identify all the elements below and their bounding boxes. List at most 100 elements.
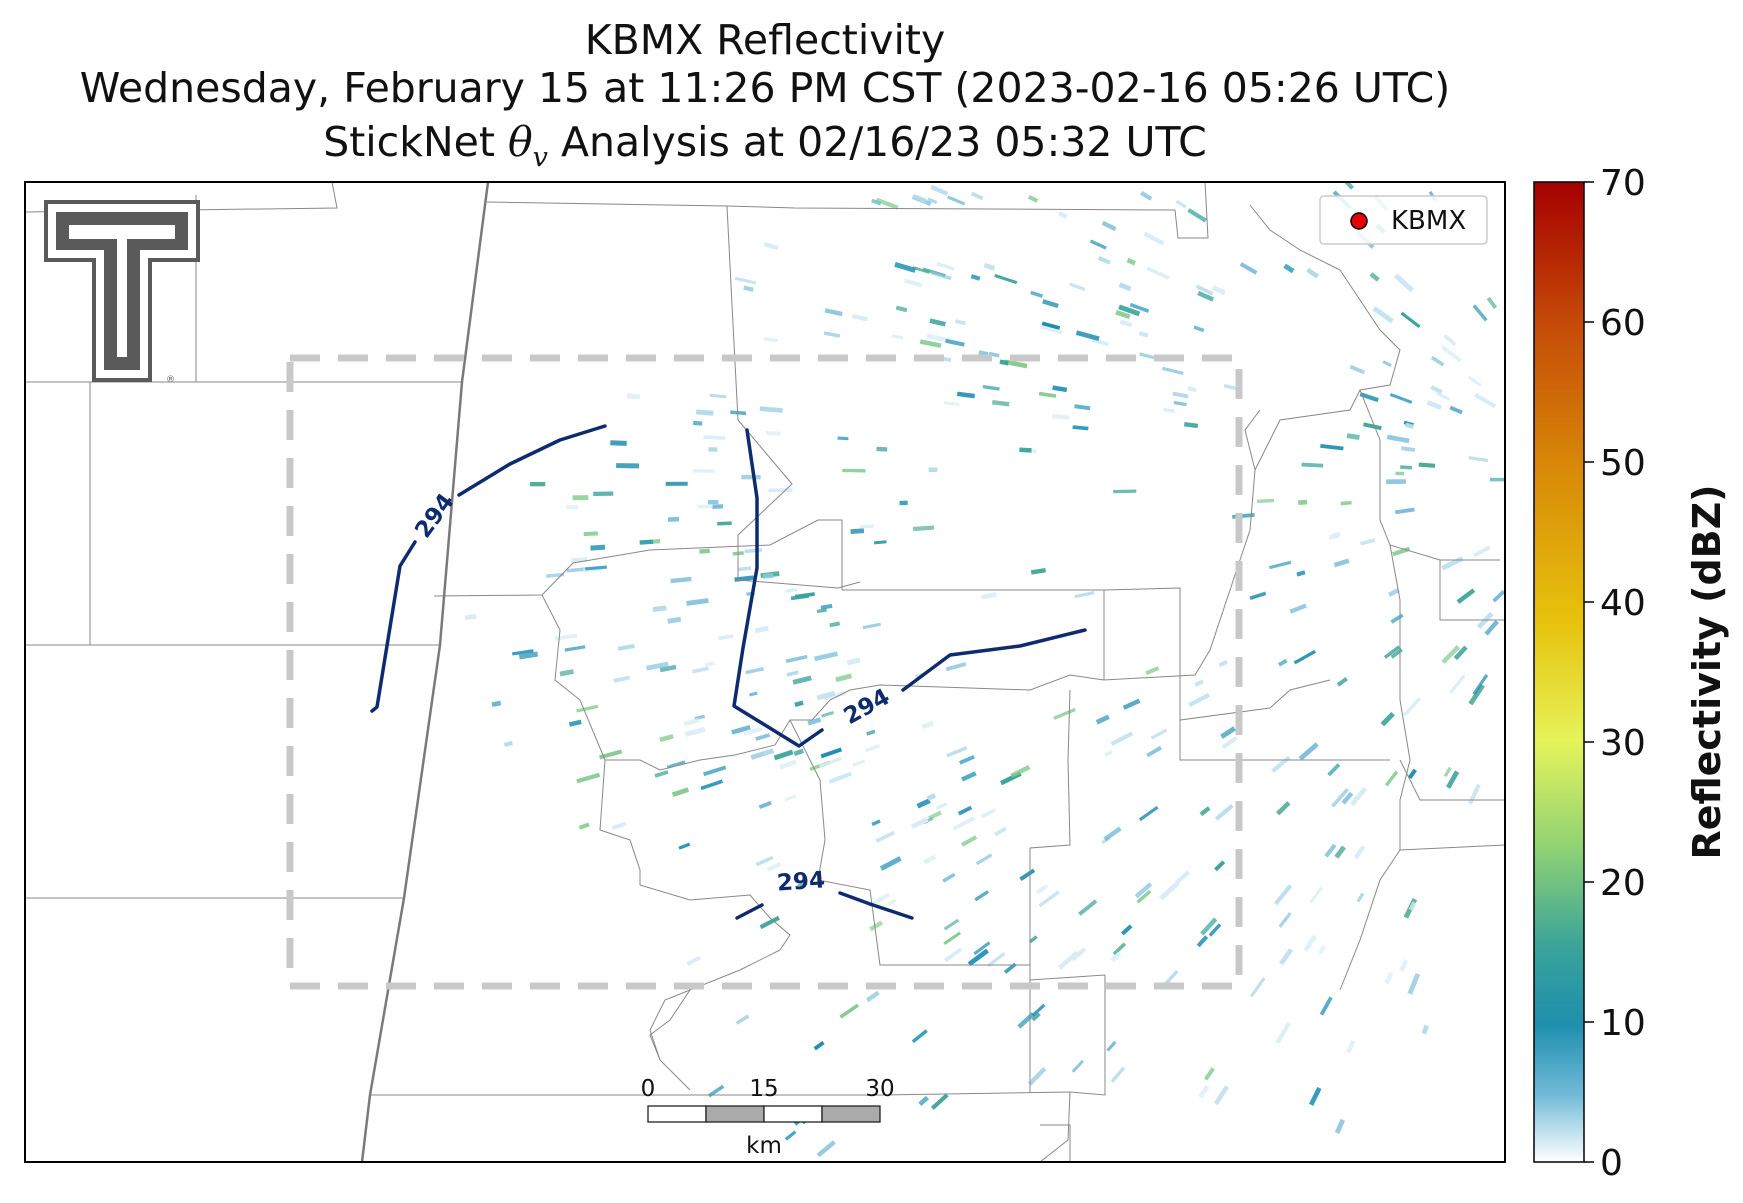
registered-mark: ® (166, 375, 175, 385)
radar-echo (1004, 359, 1028, 369)
radar-echo (1278, 912, 1292, 928)
radar-echo (807, 717, 822, 726)
radar-echo (1139, 352, 1157, 360)
radar-echo (530, 481, 546, 487)
contour-label-3: 294 (776, 867, 826, 896)
theta-v-contours (370, 424, 1087, 920)
radar-echo (1041, 321, 1061, 330)
radar-echo (1390, 613, 1404, 624)
radar-echo (745, 666, 765, 675)
radar-echo (1306, 267, 1319, 279)
radar-echo (511, 649, 534, 656)
radar-echo (1446, 770, 1460, 789)
radar-echo (1199, 806, 1211, 817)
radar-echo (1334, 845, 1346, 859)
radar-echo (576, 772, 601, 784)
radar-echo (762, 748, 773, 756)
radar-echo (1468, 456, 1489, 463)
radar-echo (1468, 783, 1481, 805)
radar-echo (695, 409, 714, 416)
colorbar-tick-label-10: 10 (1600, 1003, 1646, 1044)
radar-echo (1382, 360, 1392, 368)
radar-echo (988, 351, 1000, 358)
colorbar-gradient (1533, 181, 1585, 1163)
radar-echo (1010, 765, 1031, 778)
radar-echo (717, 521, 732, 526)
radar-echo (1119, 319, 1133, 328)
radar-echo (1203, 1067, 1215, 1081)
radar-echo (1052, 413, 1070, 421)
radar-echo (1333, 558, 1350, 568)
radar-echo (1369, 272, 1380, 282)
radar-echo (1276, 801, 1291, 816)
radar-echo (559, 669, 574, 677)
colorbar-ticks: 0 10 20 30 40 50 60 70 (1584, 163, 1646, 1184)
state-boundary (360, 182, 490, 1162)
radar-echo (617, 643, 635, 651)
radar-echo (1126, 257, 1137, 266)
radar-echo (667, 516, 680, 522)
radar-echo (865, 990, 880, 1003)
radar-echo (1196, 935, 1209, 948)
radar-echo (763, 242, 779, 251)
radar-echo (1074, 404, 1091, 411)
radar-echo (518, 651, 539, 660)
radar-echo (785, 654, 808, 663)
colorbar-label: Reflectivity (dBZ) (1685, 484, 1729, 859)
radar-echo (1293, 649, 1317, 665)
radar-echo (1120, 924, 1133, 936)
radar-echo (991, 400, 1010, 407)
radar-echo (707, 1084, 725, 1098)
radar-echo (1383, 645, 1401, 659)
radar-echo (819, 756, 842, 768)
radar-echo (1031, 1012, 1041, 1022)
radar-echo (871, 819, 881, 827)
radar-echo (611, 821, 627, 831)
radar-echo (842, 468, 866, 473)
radar-echo (1031, 1003, 1046, 1017)
radar-echo (820, 603, 833, 610)
radar-echo (943, 401, 960, 406)
radar-echoes (464, 182, 1505, 1158)
radar-echo (828, 771, 852, 784)
radar-echo (973, 941, 991, 956)
analysis-domain-box (286, 354, 1243, 990)
radar-echo (731, 724, 751, 735)
radar-echo (1193, 325, 1205, 333)
radar-echo (697, 504, 714, 509)
radar-echo (930, 1093, 949, 1110)
radar-echo (704, 661, 715, 667)
radar-echo (1071, 1059, 1085, 1073)
radar-echo (866, 729, 876, 736)
radar-echo (692, 469, 715, 473)
radar-echo (763, 336, 779, 343)
radar-echo (1359, 392, 1379, 403)
radar-echo (743, 726, 763, 737)
radar-echo (821, 710, 835, 718)
radar-echo (942, 872, 956, 883)
radar-echo (967, 948, 989, 967)
colorbar-tick-label-20: 20 (1600, 863, 1646, 904)
radar-echo (700, 779, 724, 791)
radar-echo (1194, 679, 1204, 687)
radar-echo (1363, 422, 1382, 431)
title-line-3-prefix: StickNet (323, 118, 508, 166)
radar-echo (983, 262, 996, 271)
radar-echo (1359, 538, 1376, 546)
theta-subscript: v (532, 142, 548, 173)
radar-echo (1386, 479, 1406, 485)
radar-echo (613, 675, 631, 683)
radar-echo (1430, 355, 1445, 367)
radar-echo (1407, 973, 1421, 995)
radar-echo (1331, 787, 1349, 808)
radar-echo (1336, 677, 1348, 687)
radar-echo (755, 733, 771, 741)
radar-echo (1384, 971, 1394, 985)
radar-echo (762, 572, 774, 579)
radar-echo (864, 743, 881, 753)
radar-echo (875, 830, 895, 843)
radar-echo (1039, 325, 1063, 335)
radar-echo (862, 622, 881, 630)
radar-echo (1211, 285, 1226, 296)
